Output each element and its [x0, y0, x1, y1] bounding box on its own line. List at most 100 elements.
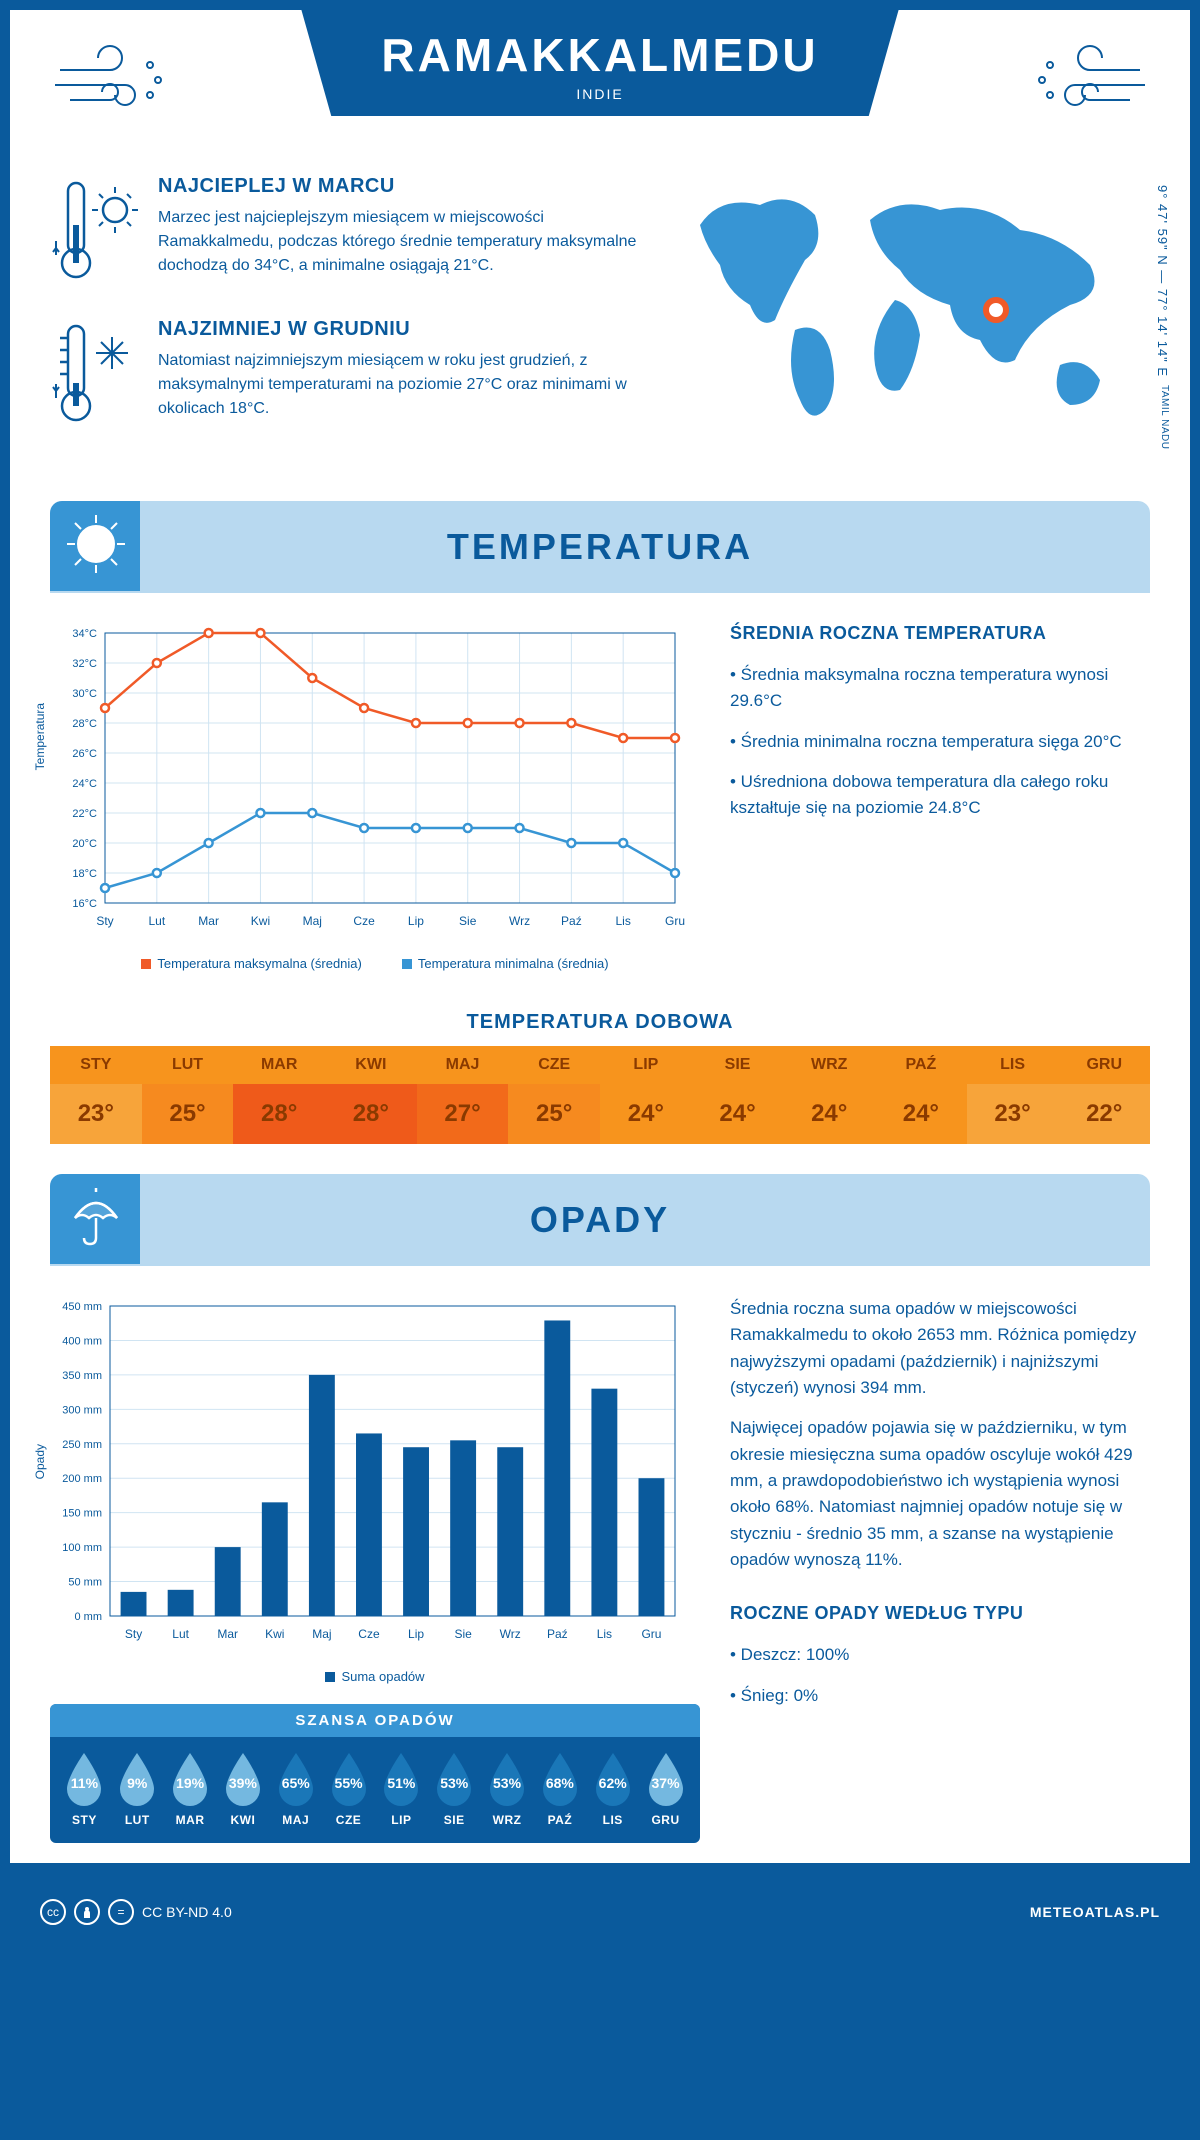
precip-type-bullet: • Śnieg: 0% — [730, 1683, 1150, 1709]
summary-row: NAJCIEPLEJ W MARCU Marzec jest najcieple… — [10, 155, 1190, 491]
svg-text:Lip: Lip — [408, 1627, 424, 1641]
region-label: TAMIL NADU — [1159, 385, 1170, 449]
svg-text:250 mm: 250 mm — [62, 1439, 102, 1451]
header: RAMAKKALMEDU INDIE — [10, 10, 1190, 155]
svg-text:28°C: 28°C — [72, 718, 97, 730]
raindrop-icon: 37% — [643, 1751, 689, 1807]
coldest-text: Natomiast najzimniejszym miesiącem w rok… — [158, 349, 640, 421]
precipitation-heading: OPADY — [80, 1199, 1120, 1241]
location-title: RAMAKKALMEDU — [381, 28, 818, 82]
infographic-container: RAMAKKALMEDU INDIE — [10, 10, 1190, 1863]
daily-temp-heading: TEMPERATURA DOBOWA — [10, 1011, 1190, 1034]
svg-text:0 mm: 0 mm — [75, 1611, 103, 1623]
daily-temp-cell: LIP 24° — [600, 1046, 692, 1144]
warmest-block: NAJCIEPLEJ W MARCU Marzec jest najcieple… — [50, 175, 640, 290]
svg-text:Paź: Paź — [561, 914, 582, 928]
daily-temp-cell: GRU 22° — [1058, 1046, 1150, 1144]
daily-temp-cell: STY 23° — [50, 1046, 142, 1144]
svg-text:350 mm: 350 mm — [62, 1370, 102, 1382]
svg-text:Kwi: Kwi — [265, 1627, 284, 1641]
thermometer-cold-icon — [50, 318, 140, 433]
precipitation-section-header: OPADY — [50, 1174, 1150, 1266]
raindrop-icon: 62% — [590, 1751, 636, 1807]
temperature-legend: Temperatura maksymalna (średnia) Tempera… — [50, 956, 700, 971]
location-subtitle: INDIE — [381, 86, 818, 102]
svg-text:Lut: Lut — [172, 1627, 189, 1641]
precip-chance-item: 11% STY — [58, 1751, 111, 1827]
raindrop-icon: 11% — [61, 1751, 107, 1807]
umbrella-icon — [65, 1186, 127, 1253]
svg-text:Cze: Cze — [353, 914, 375, 928]
license-block: cc = CC BY-ND 4.0 — [40, 1899, 232, 1925]
raindrop-icon: 51% — [378, 1751, 424, 1807]
precip-chance-item: 37% GRU — [639, 1751, 692, 1827]
svg-text:Maj: Maj — [312, 1627, 331, 1641]
raindrop-icon: 9% — [114, 1751, 160, 1807]
precip-chance-item: 51% LIP — [375, 1751, 428, 1827]
svg-text:24°C: 24°C — [72, 778, 97, 790]
precip-chance-item: 9% LUT — [111, 1751, 164, 1827]
svg-text:200 mm: 200 mm — [62, 1473, 102, 1485]
raindrop-icon: 68% — [537, 1751, 583, 1807]
svg-text:Maj: Maj — [303, 914, 322, 928]
precipitation-summary-text: Średnia roczna suma opadów w miejscowośc… — [730, 1296, 1150, 1843]
world-map-icon — [670, 175, 1150, 440]
svg-text:450 mm: 450 mm — [62, 1301, 102, 1313]
svg-text:Sie: Sie — [459, 914, 477, 928]
precip-chance-item: 65% MAJ — [269, 1751, 322, 1827]
svg-text:Paź: Paź — [547, 1627, 568, 1641]
temperature-bullet: • Średnia maksymalna roczna temperatura … — [730, 662, 1150, 715]
svg-text:400 mm: 400 mm — [62, 1335, 102, 1347]
precipitation-legend: Suma opadów — [50, 1669, 700, 1684]
raindrop-icon: 53% — [431, 1751, 477, 1807]
temperature-chart-row: Temperatura 16°C18°C20°C22°C24°C26°C28°C… — [10, 593, 1190, 991]
svg-text:100 mm: 100 mm — [62, 1542, 102, 1554]
svg-text:300 mm: 300 mm — [62, 1404, 102, 1416]
svg-text:20°C: 20°C — [72, 838, 97, 850]
daily-temp-cell: LUT 25° — [142, 1046, 234, 1144]
warmest-text: Marzec jest najcieplejszym miesiącem w m… — [158, 206, 640, 278]
daily-temp-cell: LIS 23° — [967, 1046, 1059, 1144]
temperature-heading: TEMPERATURA — [80, 526, 1120, 568]
precip-chance-item: 55% CZE — [322, 1751, 375, 1827]
wind-icon-left — [50, 40, 180, 135]
svg-text:Sty: Sty — [96, 914, 113, 928]
svg-text:Lis: Lis — [597, 1627, 612, 1641]
raindrop-icon: 55% — [326, 1751, 372, 1807]
precipitation-bar-chart: Opady 0 mm50 mm100 mm150 mm200 mm250 mm3… — [50, 1296, 700, 1684]
precipitation-chart-row: Opady 0 mm50 mm100 mm150 mm200 mm250 mm3… — [10, 1266, 1190, 1863]
warmest-title: NAJCIEPLEJ W MARCU — [158, 175, 640, 198]
svg-text:150 mm: 150 mm — [62, 1508, 102, 1520]
svg-text:Kwi: Kwi — [251, 914, 270, 928]
precip-type-bullet: • Deszcz: 100% — [730, 1642, 1150, 1668]
temperature-summary-text: ŚREDNIA ROCZNA TEMPERATURA • Średnia mak… — [730, 623, 1150, 971]
location-marker-icon — [986, 300, 1006, 320]
daily-temp-cell: KWI 28° — [325, 1046, 417, 1144]
daily-temp-cell: SIE 24° — [692, 1046, 784, 1144]
by-icon — [74, 1899, 100, 1925]
site-label: METEOATLAS.PL — [1030, 1904, 1160, 1920]
coldest-title: NAJZIMNIEJ W GRUDNIU — [158, 318, 640, 341]
title-banner: RAMAKKALMEDU INDIE — [301, 10, 898, 116]
daily-temp-cell: PAŹ 24° — [875, 1046, 967, 1144]
sun-icon — [65, 513, 127, 580]
raindrop-icon: 19% — [167, 1751, 213, 1807]
svg-text:Sie: Sie — [454, 1627, 472, 1641]
daily-temp-cell: MAJ 27° — [417, 1046, 509, 1144]
svg-text:Gru: Gru — [641, 1627, 661, 1641]
precip-chance-item: 53% WRZ — [481, 1751, 534, 1827]
svg-text:Wrz: Wrz — [509, 914, 530, 928]
daily-temp-table: STY 23°LUT 25°MAR 28°KWI 28°MAJ 27°CZE 2… — [50, 1046, 1150, 1144]
svg-text:16°C: 16°C — [72, 898, 97, 910]
thermometer-hot-icon — [50, 175, 140, 290]
temperature-line-chart: Temperatura 16°C18°C20°C22°C24°C26°C28°C… — [50, 623, 700, 971]
world-map-region: 9° 47' 59" N — 77° 14' 14" E TAMIL NADU — [670, 175, 1150, 461]
svg-text:Mar: Mar — [217, 1627, 238, 1641]
svg-text:Mar: Mar — [198, 914, 219, 928]
precip-chance-item: 39% KWI — [216, 1751, 269, 1827]
precip-chance-box: SZANSA OPADÓW 11% STY 9% LUT 19% MAR 39%… — [50, 1704, 700, 1843]
daily-temp-cell: CZE 25° — [508, 1046, 600, 1144]
svg-text:18°C: 18°C — [72, 868, 97, 880]
raindrop-icon: 39% — [220, 1751, 266, 1807]
footer: cc = CC BY-ND 4.0 METEOATLAS.PL — [10, 1883, 1190, 1941]
